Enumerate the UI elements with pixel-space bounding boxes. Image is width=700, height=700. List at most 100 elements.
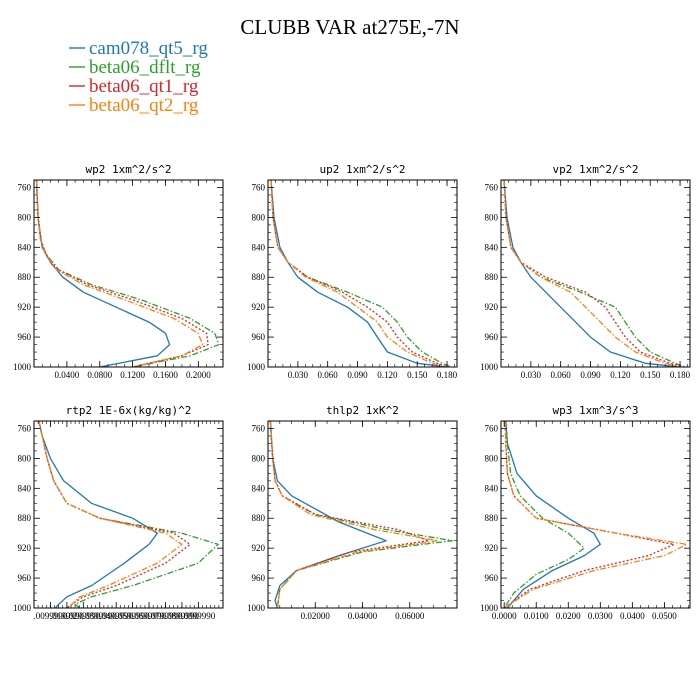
x-tick-label: .0399990 xyxy=(83,611,117,621)
x-tick-label: 0.150 xyxy=(640,370,661,380)
x-tick-label: 0.0000 xyxy=(492,611,517,621)
x-tick-label: 0.02000 xyxy=(301,611,331,621)
x-tick-label: .0799990 xyxy=(149,611,183,621)
y-tick-label: 760 xyxy=(252,423,266,433)
panel-0: wp2 1xm^2/s^2 760 800 840 880 920 960 1000 0.040… xyxy=(13,163,224,380)
y-tick-label: 800 xyxy=(18,453,32,463)
series-line-beta06_qt1_rg xyxy=(35,180,209,367)
x-tick-label: 0.0500 xyxy=(652,611,677,621)
series-line-cam078_qt5_rg xyxy=(505,421,601,608)
panel-title: rtp2 1E-6x(kg/kg)^2 xyxy=(66,404,192,417)
series-line-beta06_qt1_rg xyxy=(269,421,430,608)
series-line-beta06_qt1_rg xyxy=(503,180,684,367)
x-tick-label: 0.060 xyxy=(551,370,572,380)
x-tick-label: 0.060 xyxy=(318,370,339,380)
x-tick-label: 0.06000 xyxy=(395,611,425,621)
series-line-beta06_qt2_rg xyxy=(270,180,446,367)
series-group xyxy=(503,180,686,367)
series-line-beta06_dflt_rg xyxy=(503,180,686,367)
y-tick-label: 1000 xyxy=(13,362,32,372)
y-tick-label: 920 xyxy=(485,302,499,312)
y-tick-label: 960 xyxy=(252,332,266,342)
series-group xyxy=(38,421,219,608)
series-line-beta06_dflt_rg xyxy=(270,180,453,367)
y-tick-label: 760 xyxy=(485,182,499,192)
x-tick-label: 0.0400 xyxy=(54,370,79,380)
y-tick-label: 1000 xyxy=(247,362,266,372)
x-tick-label: 0.120 xyxy=(377,370,398,380)
y-tick-label: 840 xyxy=(252,242,266,252)
y-tick-label: 960 xyxy=(18,332,32,342)
x-tick-label: .0199990 xyxy=(50,611,84,621)
y-tick-label: 800 xyxy=(18,212,32,222)
y-tick-label: 800 xyxy=(252,453,266,463)
x-tick-label: 0.0200 xyxy=(556,611,581,621)
y-tick-label: 760 xyxy=(485,423,499,433)
x-tick-label: .0299990 xyxy=(66,611,100,621)
x-tick-label: .0599990 xyxy=(116,611,150,621)
x-tick-label: 0.0300 xyxy=(588,611,613,621)
y-tick-label: 1000 xyxy=(480,603,499,613)
series-line-cam078_qt5_rg xyxy=(35,180,171,367)
legend-label: beta06_qt1_rg xyxy=(89,76,199,97)
panel-2: vp2 1xm^2/s^2 760 800 840 880 920 960 1000 0.030… xyxy=(480,163,691,380)
y-tick-label: 880 xyxy=(18,513,32,523)
panel-1: up2 1xm^2/s^2 760 800 840 880 920 960 1000 0.030… xyxy=(247,163,458,380)
x-tick-label: 0.04000 xyxy=(348,611,378,621)
x-tick-label: 0.180 xyxy=(437,370,458,380)
plot-frame xyxy=(500,179,691,368)
series-group xyxy=(270,180,453,367)
series-line-beta06_qt2_rg xyxy=(38,421,183,608)
series-line-beta06_qt1_rg xyxy=(38,421,191,608)
x-tick-label: .0499990 xyxy=(99,611,133,621)
series-line-beta06_qt2_rg xyxy=(35,180,204,367)
series-line-beta06_qt1_rg xyxy=(270,180,448,367)
plot-frame xyxy=(33,179,224,368)
panel-3: rtp2 1E-6x(kg/kg)^2 760 800 840 880 920 960 100… xyxy=(13,404,224,621)
x-tick-label: 0.1600 xyxy=(153,370,178,380)
x-tick-label: 0.030 xyxy=(288,370,309,380)
y-tick-label: 960 xyxy=(18,573,32,583)
panel-5: wp3 1xm^3/s^3 760 800 840 880 920 960 10000.000… xyxy=(480,404,691,621)
legend-label: beta06_dflt_rg xyxy=(89,57,201,78)
y-tick-label: 840 xyxy=(18,483,32,493)
series-group xyxy=(503,421,688,608)
plot-frame xyxy=(267,420,458,609)
series-group xyxy=(269,421,453,608)
y-tick-label: 920 xyxy=(18,302,32,312)
legend-label: beta06_qt2_rg xyxy=(89,95,199,116)
legend-label: cam078_qt5_rg xyxy=(89,38,208,59)
x-tick-label: 0.0100 xyxy=(524,611,549,621)
series-line-beta06_qt2_rg xyxy=(503,421,688,608)
y-tick-label: 880 xyxy=(252,513,266,523)
panel-4: thlp2 1xK^2 760 800 840 880 920 960 1000 0.02000… xyxy=(247,404,458,621)
panel-title: thlp2 1xK^2 xyxy=(326,404,399,417)
series-line-beta06_qt2_rg xyxy=(269,421,439,608)
series-line-beta06_dflt_rg xyxy=(35,180,220,367)
series-line-cam078_qt5_rg xyxy=(270,180,448,367)
x-tick-label: 0.090 xyxy=(580,370,601,380)
x-tick-label: 0.0400 xyxy=(620,611,645,621)
y-tick-label: 880 xyxy=(485,272,499,282)
y-tick-label: 920 xyxy=(485,543,499,553)
x-tick-label: 0.120 xyxy=(610,370,631,380)
x-tick-label: 0.2000 xyxy=(186,370,211,380)
y-tick-label: 880 xyxy=(485,513,499,523)
plot-frame xyxy=(33,420,224,609)
x-tick-label: .0999990 xyxy=(181,611,215,621)
x-tick-label: .0099990 xyxy=(34,611,68,621)
panels: wp2 1xm^2/s^2 760 800 840 880 920 960 1000 0.040… xyxy=(13,163,691,621)
panel-title: wp3 1xm^3/s^3 xyxy=(552,404,638,417)
x-tick-label: .0699990 xyxy=(132,611,166,621)
y-tick-label: 800 xyxy=(485,212,499,222)
y-tick-label: 840 xyxy=(485,483,499,493)
legend: cam078_qt5_rgbeta06_dflt_rgbeta06_qt1_rg… xyxy=(69,38,208,116)
x-tick-label: 0.090 xyxy=(347,370,368,380)
y-tick-label: 920 xyxy=(18,543,32,553)
series-line-cam078_qt5_rg xyxy=(503,180,681,367)
x-tick-label: 0.180 xyxy=(670,370,691,380)
series-line-beta06_dflt_rg xyxy=(38,421,219,608)
y-tick-label: 960 xyxy=(485,573,499,583)
x-tick-label: 0.150 xyxy=(407,370,428,380)
